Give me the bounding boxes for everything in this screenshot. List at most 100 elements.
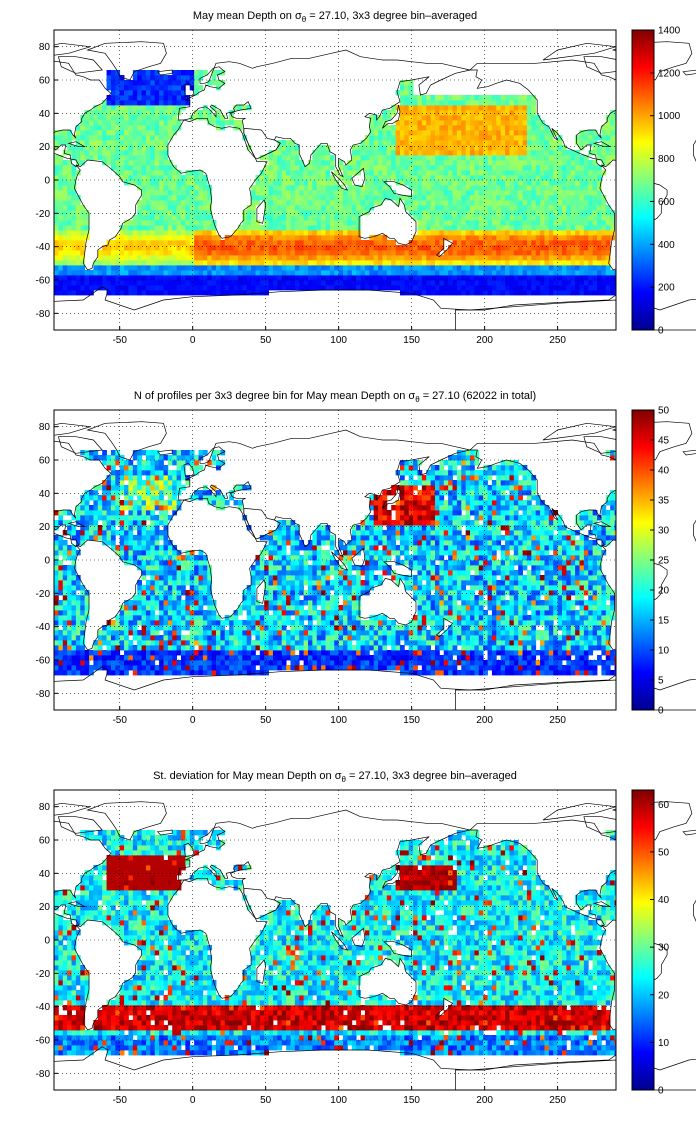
heatmap-cell [404, 155, 409, 160]
heatmap-cell [286, 190, 291, 195]
heatmap-cell [413, 245, 418, 250]
heatmap-cell [518, 210, 523, 215]
heatmap-cell [304, 285, 309, 290]
heatmap-cell [155, 555, 160, 560]
heatmap-cell [444, 190, 449, 195]
heatmap-cell [76, 155, 81, 160]
heatmap-cell [185, 195, 190, 200]
heatmap-cell [466, 95, 471, 100]
heatmap-cell [89, 535, 94, 540]
heatmap-cell [67, 550, 72, 555]
heatmap-cell [584, 170, 589, 175]
heatmap-cell [479, 290, 484, 295]
heatmap-cell [426, 105, 431, 110]
heatmap-cell [155, 110, 160, 115]
heatmap-cell [115, 115, 120, 120]
heatmap-cell [72, 175, 77, 180]
heatmap-cell [549, 135, 554, 140]
heatmap-cell [501, 110, 506, 115]
heatmap-cell [343, 220, 348, 225]
heatmap-cell [304, 265, 309, 270]
heatmap-cell [496, 275, 501, 280]
heatmap-cell [163, 625, 168, 630]
heatmap-cell [466, 280, 471, 285]
heatmap-cell [273, 175, 278, 180]
heatmap-cell [142, 100, 147, 105]
heatmap-cell [575, 245, 580, 250]
heatmap-cell [133, 275, 138, 280]
heatmap-cell [299, 215, 304, 220]
heatmap-cell [159, 240, 164, 245]
heatmap-cell [610, 125, 615, 130]
heatmap-cell [207, 255, 212, 260]
heatmap-cell [76, 225, 81, 230]
heatmap-cell [523, 220, 528, 225]
heatmap-cell [128, 105, 133, 110]
heatmap-cell [549, 145, 554, 150]
heatmap-cell [150, 525, 155, 530]
heatmap-cell [474, 190, 479, 195]
heatmap-cell [549, 150, 554, 155]
heatmap-cell [527, 175, 532, 180]
heatmap-cell [286, 280, 291, 285]
heatmap-cell [58, 245, 63, 250]
heatmap-cell [558, 170, 563, 175]
heatmap-cell [273, 280, 278, 285]
heatmap-cell [496, 150, 501, 155]
heatmap-cell [527, 195, 532, 200]
heatmap-cell [544, 200, 549, 205]
heatmap-cell [396, 125, 401, 130]
heatmap-cell [496, 125, 501, 130]
heatmap-cell [120, 130, 125, 135]
heatmap-cell [417, 110, 422, 115]
heatmap-cell [80, 620, 85, 625]
heatmap-cell [496, 95, 501, 100]
heatmap-cell [150, 670, 155, 675]
heatmap-cell [580, 185, 585, 190]
heatmap-cell [531, 205, 536, 210]
heatmap-cell [448, 150, 453, 155]
heatmap-cell [163, 245, 168, 250]
heatmap-cell [409, 275, 414, 280]
heatmap-cell [404, 260, 409, 265]
heatmap-cell [509, 270, 514, 275]
heatmap-cell [466, 185, 471, 190]
heatmap-cell [80, 220, 85, 225]
heatmap-cell [347, 265, 352, 270]
heatmap-cell [474, 185, 479, 190]
heatmap-cell [431, 115, 436, 120]
heatmap-cell [540, 160, 545, 165]
heatmap-cell [159, 100, 164, 105]
heatmap-cell [67, 585, 72, 590]
heatmap-cell [72, 530, 77, 535]
heatmap-cell [98, 515, 103, 520]
heatmap-cell [409, 135, 414, 140]
heatmap-cell [155, 235, 160, 240]
heatmap-cell [177, 200, 182, 205]
heatmap-cell [426, 175, 431, 180]
heatmap-cell [128, 250, 133, 255]
heatmap-cell [317, 185, 322, 190]
heatmap-cell [177, 260, 182, 265]
heatmap-cell [549, 195, 554, 200]
heatmap-cell [352, 280, 357, 285]
heatmap-cell [566, 150, 571, 155]
heatmap-cell [431, 255, 436, 260]
heatmap-cell [190, 235, 195, 240]
heatmap-cell [163, 515, 168, 520]
heatmap-cell [488, 260, 493, 265]
heatmap-cell [404, 90, 409, 95]
heatmap-cell [558, 240, 563, 245]
heatmap-cell [185, 180, 190, 185]
heatmap-cell [128, 600, 133, 605]
heatmap-cell [67, 240, 72, 245]
heatmap-cell [474, 165, 479, 170]
heatmap-cell [172, 130, 177, 135]
heatmap-cell [514, 170, 519, 175]
heatmap-cell [102, 125, 107, 130]
heatmap-cell [146, 250, 151, 255]
heatmap-cell [111, 520, 116, 525]
heatmap-cell [137, 95, 142, 100]
heatmap-cell [422, 155, 427, 160]
heatmap-cell [115, 485, 120, 490]
